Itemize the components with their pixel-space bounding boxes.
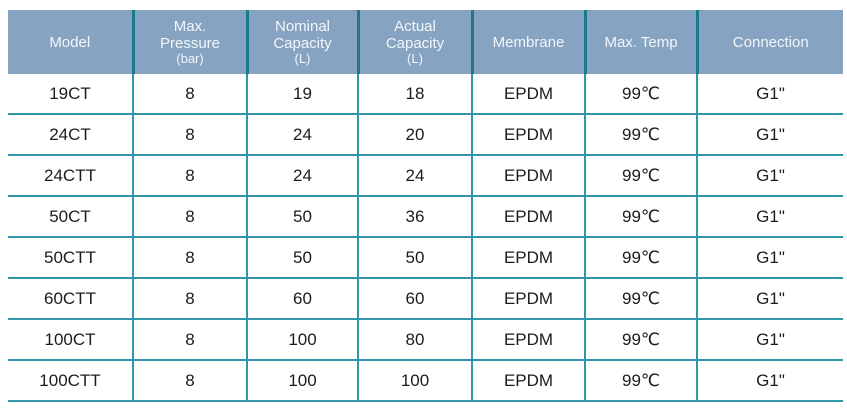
cell-max-pressure: 8 (132, 237, 247, 279)
cell-actual-capacity: 18 (357, 74, 472, 115)
cell-nominal-capacity: 24 (246, 114, 358, 156)
column-header-line: Max. (173, 18, 207, 35)
cell-connection: G1" (696, 278, 843, 320)
cell-membrane: EPDM (471, 319, 585, 361)
table-row: 24CT 8 24 20 EPDM 99℃ G1" (8, 114, 843, 156)
column-header-line: Capacity (273, 35, 332, 52)
cell-actual-capacity: 100 (357, 360, 472, 402)
column-header-max-temp: Max. Temp (583, 10, 697, 74)
cell-max-temp: 99℃ (584, 278, 697, 320)
cell-max-temp: 99℃ (584, 360, 697, 402)
table-head: Model Max. Pressure (bar) Nominal Capacity (L)… (8, 10, 843, 74)
column-header-line: Actual (394, 18, 436, 35)
column-header-nominal-capacity: Nominal Capacity (L) (245, 10, 358, 74)
cell-actual-capacity: 50 (357, 237, 472, 279)
cell-max-pressure: 8 (132, 74, 247, 115)
cell-max-pressure: 8 (132, 360, 247, 402)
column-header-max-pressure: Max. Pressure (bar) (131, 10, 247, 74)
cell-max-pressure: 8 (132, 155, 247, 197)
cell-connection: G1" (696, 74, 843, 115)
cell-actual-capacity: 80 (357, 319, 472, 361)
table-row: 50CT 8 50 36 EPDM 99℃ G1" (8, 196, 843, 238)
cell-membrane: EPDM (471, 74, 585, 115)
cell-max-temp: 99℃ (584, 237, 697, 279)
cell-max-temp: 99℃ (584, 155, 697, 197)
cell-max-pressure: 8 (132, 114, 247, 156)
column-header-line: Model (49, 33, 91, 51)
cell-max-temp: 99℃ (584, 319, 697, 361)
cell-max-temp: 99℃ (584, 74, 697, 115)
table-row: 100CTT 8 100 100 EPDM 99℃ G1" (8, 360, 843, 402)
cell-membrane: EPDM (471, 237, 585, 279)
cell-model: 24CTT (8, 155, 133, 197)
table-body: 19CT 8 19 18 EPDM 99℃ G1" 24CT 8 24 20 EPDM 99℃ G1" 24… (8, 74, 843, 402)
cell-model: 100CTT (8, 360, 133, 402)
cell-nominal-capacity: 100 (246, 360, 358, 402)
table-row: 24CTT 8 24 24 EPDM 99℃ G1" (8, 155, 843, 197)
column-header-line: (L) (407, 51, 423, 66)
column-header-model: Model (8, 10, 133, 74)
cell-model: 50CT (8, 196, 133, 238)
table-row: 100CT 8 100 80 EPDM 99℃ G1" (8, 319, 843, 361)
column-header-line: Connection (732, 33, 809, 51)
cell-membrane: EPDM (471, 196, 585, 238)
table-row: 50CTT 8 50 50 EPDM 99℃ G1" (8, 237, 843, 279)
table-row: 19CT 8 19 18 EPDM 99℃ G1" (8, 74, 843, 115)
column-header-line: Capacity (385, 35, 445, 52)
cell-nominal-capacity: 19 (246, 74, 358, 115)
table-row: 60CTT 8 60 60 EPDM 99℃ G1" (8, 278, 843, 320)
column-header-line: Max. Temp (604, 33, 678, 51)
cell-model: 100CT (8, 319, 133, 361)
cell-connection: G1" (696, 360, 843, 402)
column-header-actual-capacity: Actual Capacity (L) (356, 10, 472, 74)
cell-connection: G1" (696, 114, 843, 156)
cell-connection: G1" (696, 319, 843, 361)
cell-max-pressure: 8 (132, 278, 247, 320)
header-row: Model Max. Pressure (bar) Nominal Capacity (L)… (8, 10, 843, 74)
column-header-connection: Connection (695, 10, 843, 74)
cell-actual-capacity: 24 (357, 155, 472, 197)
cell-membrane: EPDM (471, 278, 585, 320)
cell-connection: G1" (696, 196, 843, 238)
column-header-line: (L) (294, 51, 311, 66)
cell-max-pressure: 8 (132, 196, 247, 238)
cell-actual-capacity: 20 (357, 114, 472, 156)
column-header-membrane: Membrane (470, 10, 585, 74)
cell-actual-capacity: 60 (357, 278, 472, 320)
cell-membrane: EPDM (471, 360, 585, 402)
cell-model: 60CTT (8, 278, 133, 320)
cell-model: 24CT (8, 114, 133, 156)
cell-membrane: EPDM (471, 114, 585, 156)
cell-nominal-capacity: 50 (246, 237, 358, 279)
cell-membrane: EPDM (471, 155, 585, 197)
cell-nominal-capacity: 60 (246, 278, 358, 320)
column-header-line: Pressure (159, 35, 221, 52)
cell-model: 19CT (8, 74, 133, 115)
cell-max-temp: 99℃ (584, 114, 697, 156)
cell-max-temp: 99℃ (584, 196, 697, 238)
column-header-line: Membrane (492, 33, 565, 51)
cell-connection: G1" (696, 155, 843, 197)
product-spec-table: Model Max. Pressure (bar) Nominal Capacity (L)… (8, 10, 843, 402)
cell-nominal-capacity: 24 (246, 155, 358, 197)
cell-actual-capacity: 36 (357, 196, 472, 238)
cell-max-pressure: 8 (132, 319, 247, 361)
column-header-line: Nominal (274, 18, 331, 35)
cell-model: 50CTT (8, 237, 133, 279)
column-header-line: (bar) (176, 51, 204, 66)
cell-connection: G1" (696, 237, 843, 279)
cell-nominal-capacity: 50 (246, 196, 358, 238)
cell-nominal-capacity: 100 (246, 319, 358, 361)
